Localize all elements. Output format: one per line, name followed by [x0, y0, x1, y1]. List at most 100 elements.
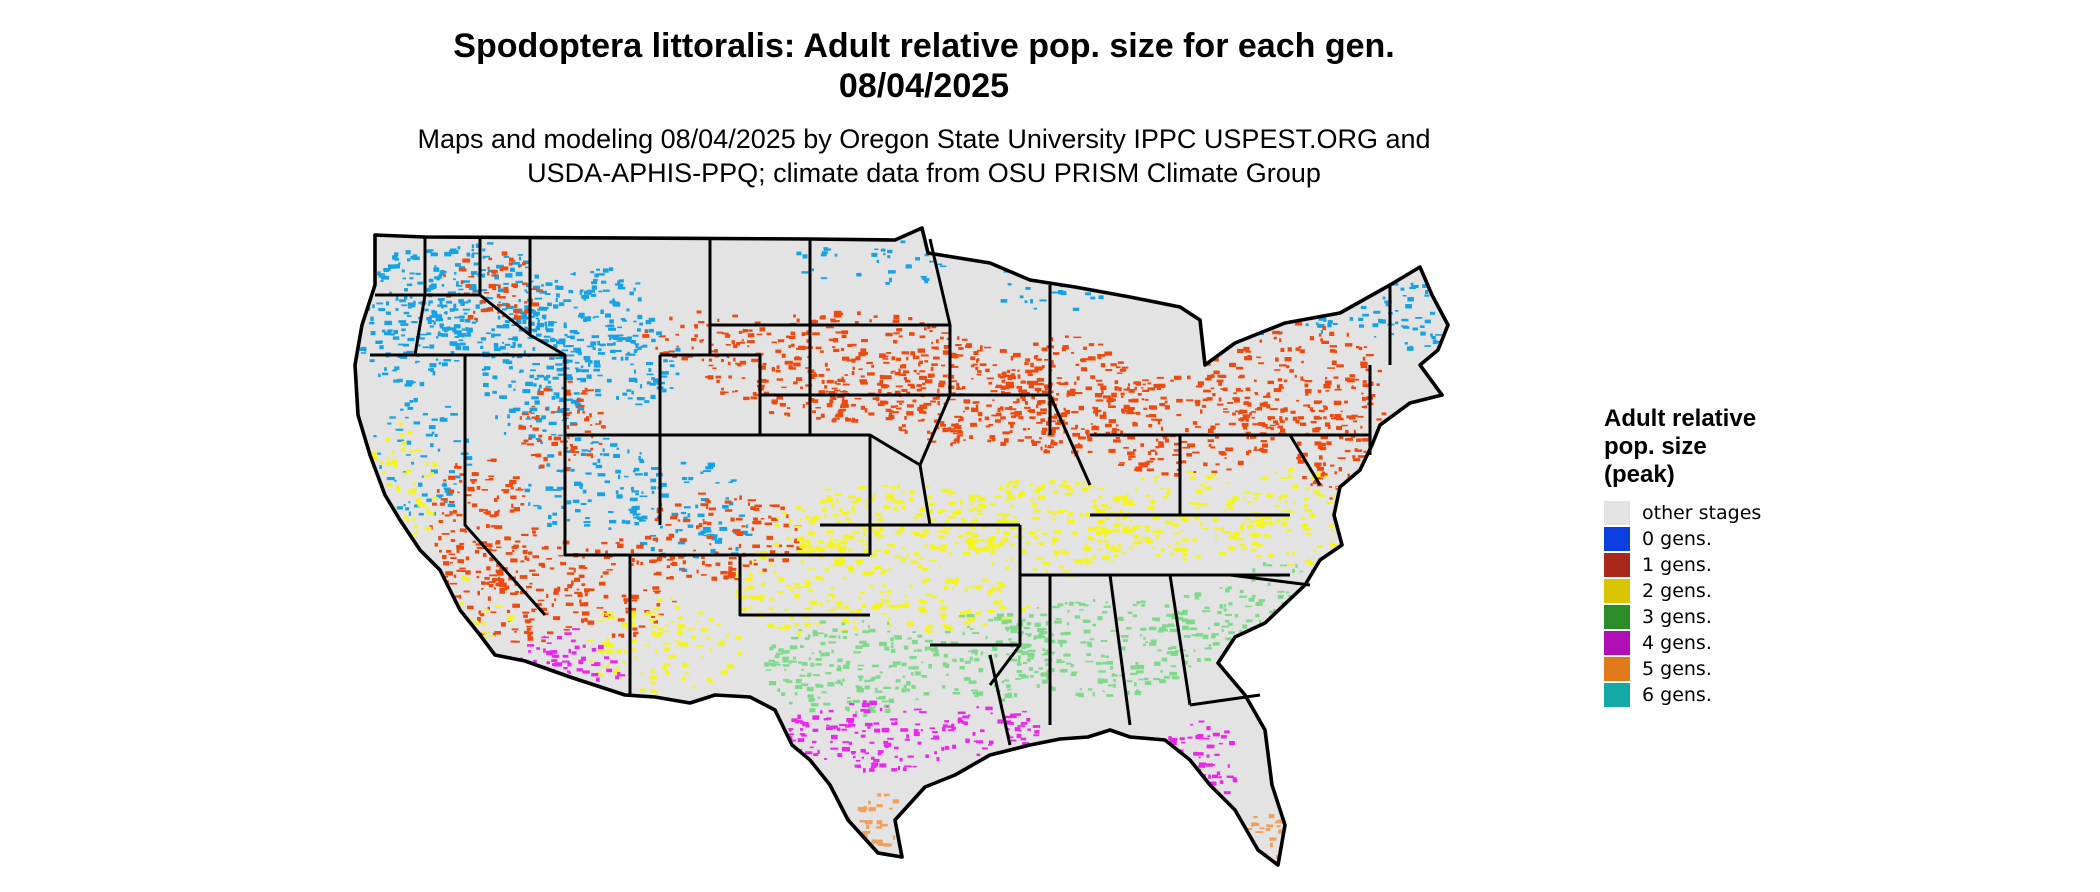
- zone-speckle: [463, 312, 468, 315]
- zone-speckle: [942, 381, 946, 384]
- zone-speckle: [1224, 457, 1227, 460]
- zone-speckle: [892, 370, 896, 373]
- zone-speckle: [1304, 606, 1310, 609]
- zone-speckle: [935, 649, 939, 651]
- zone-speckle: [1406, 346, 1414, 351]
- legend-label: other stages: [1642, 502, 1762, 524]
- zone-speckle: [893, 635, 902, 638]
- zone-speckle: [456, 569, 463, 572]
- zone-speckle: [383, 268, 391, 271]
- zone-speckle: [884, 708, 891, 713]
- zone-speckle: [565, 602, 574, 606]
- zone-speckle: [971, 407, 975, 410]
- zone-speckle: [507, 422, 511, 427]
- zone-speckle: [1052, 511, 1057, 516]
- zone-speckle: [929, 518, 936, 522]
- zone-speckle: [1046, 675, 1049, 680]
- zone-speckle: [1404, 260, 1407, 263]
- zone-speckle: [1074, 615, 1081, 619]
- zone-speckle: [1025, 633, 1032, 635]
- zone-speckle: [540, 339, 548, 344]
- zone-speckle: [1292, 568, 1295, 573]
- zone-speckle: [366, 490, 374, 493]
- zone-speckle: [1208, 774, 1211, 779]
- zone-speckle: [466, 577, 471, 582]
- zone-speckle: [441, 284, 445, 287]
- zone-speckle: [1269, 424, 1276, 427]
- zone-speckle: [951, 723, 955, 728]
- zone-speckle: [977, 411, 983, 417]
- zone-speckle: [1004, 720, 1012, 723]
- zone-speckle: [496, 325, 504, 329]
- zone-speckle: [377, 631, 380, 634]
- zone-speckle: [522, 545, 527, 548]
- zone-speckle: [1234, 398, 1241, 403]
- zone-speckle: [1058, 290, 1064, 295]
- zone-speckle: [535, 415, 540, 420]
- zone-speckle: [597, 374, 603, 377]
- zone-speckle: [519, 369, 524, 373]
- zone-speckle: [695, 504, 699, 509]
- zone-speckle: [1010, 543, 1015, 547]
- zone-speckle: [793, 314, 796, 318]
- zone-speckle: [718, 521, 723, 525]
- zone-speckle: [811, 268, 814, 272]
- zone-speckle: [876, 820, 883, 825]
- zone-speckle: [929, 647, 933, 651]
- zone-speckle: [1101, 530, 1109, 535]
- zone-speckle: [553, 616, 561, 621]
- zone-speckle: [946, 337, 950, 340]
- zone-speckle: [1314, 441, 1322, 446]
- zone-speckle: [489, 514, 497, 518]
- zone-speckle: [590, 341, 597, 346]
- zone-speckle: [585, 317, 591, 322]
- zone-speckle: [830, 397, 837, 400]
- zone-speckle: [1220, 452, 1227, 456]
- zone-speckle: [976, 753, 981, 757]
- zone-speckle: [887, 270, 894, 274]
- zone-speckle: [830, 564, 838, 567]
- zone-speckle: [782, 650, 790, 654]
- zone-speckle: [904, 416, 907, 420]
- zone-speckle: [528, 551, 533, 555]
- zone-speckle: [1086, 537, 1095, 541]
- zone-speckle: [1204, 606, 1210, 610]
- zone-speckle: [739, 607, 748, 611]
- zone-speckle: [613, 302, 621, 307]
- zone-speckle: [913, 369, 917, 373]
- zone-speckle: [794, 525, 802, 528]
- state-border: [413, 237, 427, 356]
- zone-speckle: [868, 800, 871, 805]
- zone-speckle: [530, 288, 538, 291]
- zone-speckle: [1000, 617, 1007, 622]
- zone-speckle: [1036, 411, 1042, 416]
- zone-speckle: [820, 315, 826, 318]
- zone-speckle: [771, 399, 778, 404]
- zone-speckle: [554, 598, 557, 602]
- zone-speckle: [491, 274, 499, 277]
- zone-speckle: [1064, 421, 1068, 425]
- zone-speckle: [355, 299, 358, 302]
- zone-speckle: [784, 551, 789, 555]
- zone-speckle: [885, 599, 888, 603]
- zone-speckle: [845, 660, 851, 665]
- zone-speckle: [1030, 380, 1039, 386]
- zone-speckle: [809, 708, 816, 713]
- zone-speckle: [1349, 317, 1354, 321]
- zone-speckle: [806, 339, 810, 343]
- zone-speckle: [708, 358, 713, 362]
- zone-speckle: [420, 578, 425, 581]
- zone-speckle: [1254, 392, 1258, 394]
- zone-speckle: [920, 610, 928, 613]
- zone-speckle: [1026, 380, 1031, 385]
- zone-speckle: [913, 708, 922, 711]
- zone-speckle: [1303, 504, 1308, 509]
- zone-speckle: [999, 543, 1004, 547]
- zone-speckle: [589, 413, 592, 418]
- zone-speckle: [400, 355, 408, 359]
- zone-speckle: [551, 659, 558, 663]
- zone-speckle: [851, 501, 859, 504]
- zone-speckle: [568, 648, 571, 654]
- zone-speckle: [768, 607, 774, 610]
- zone-speckle: [1095, 399, 1104, 402]
